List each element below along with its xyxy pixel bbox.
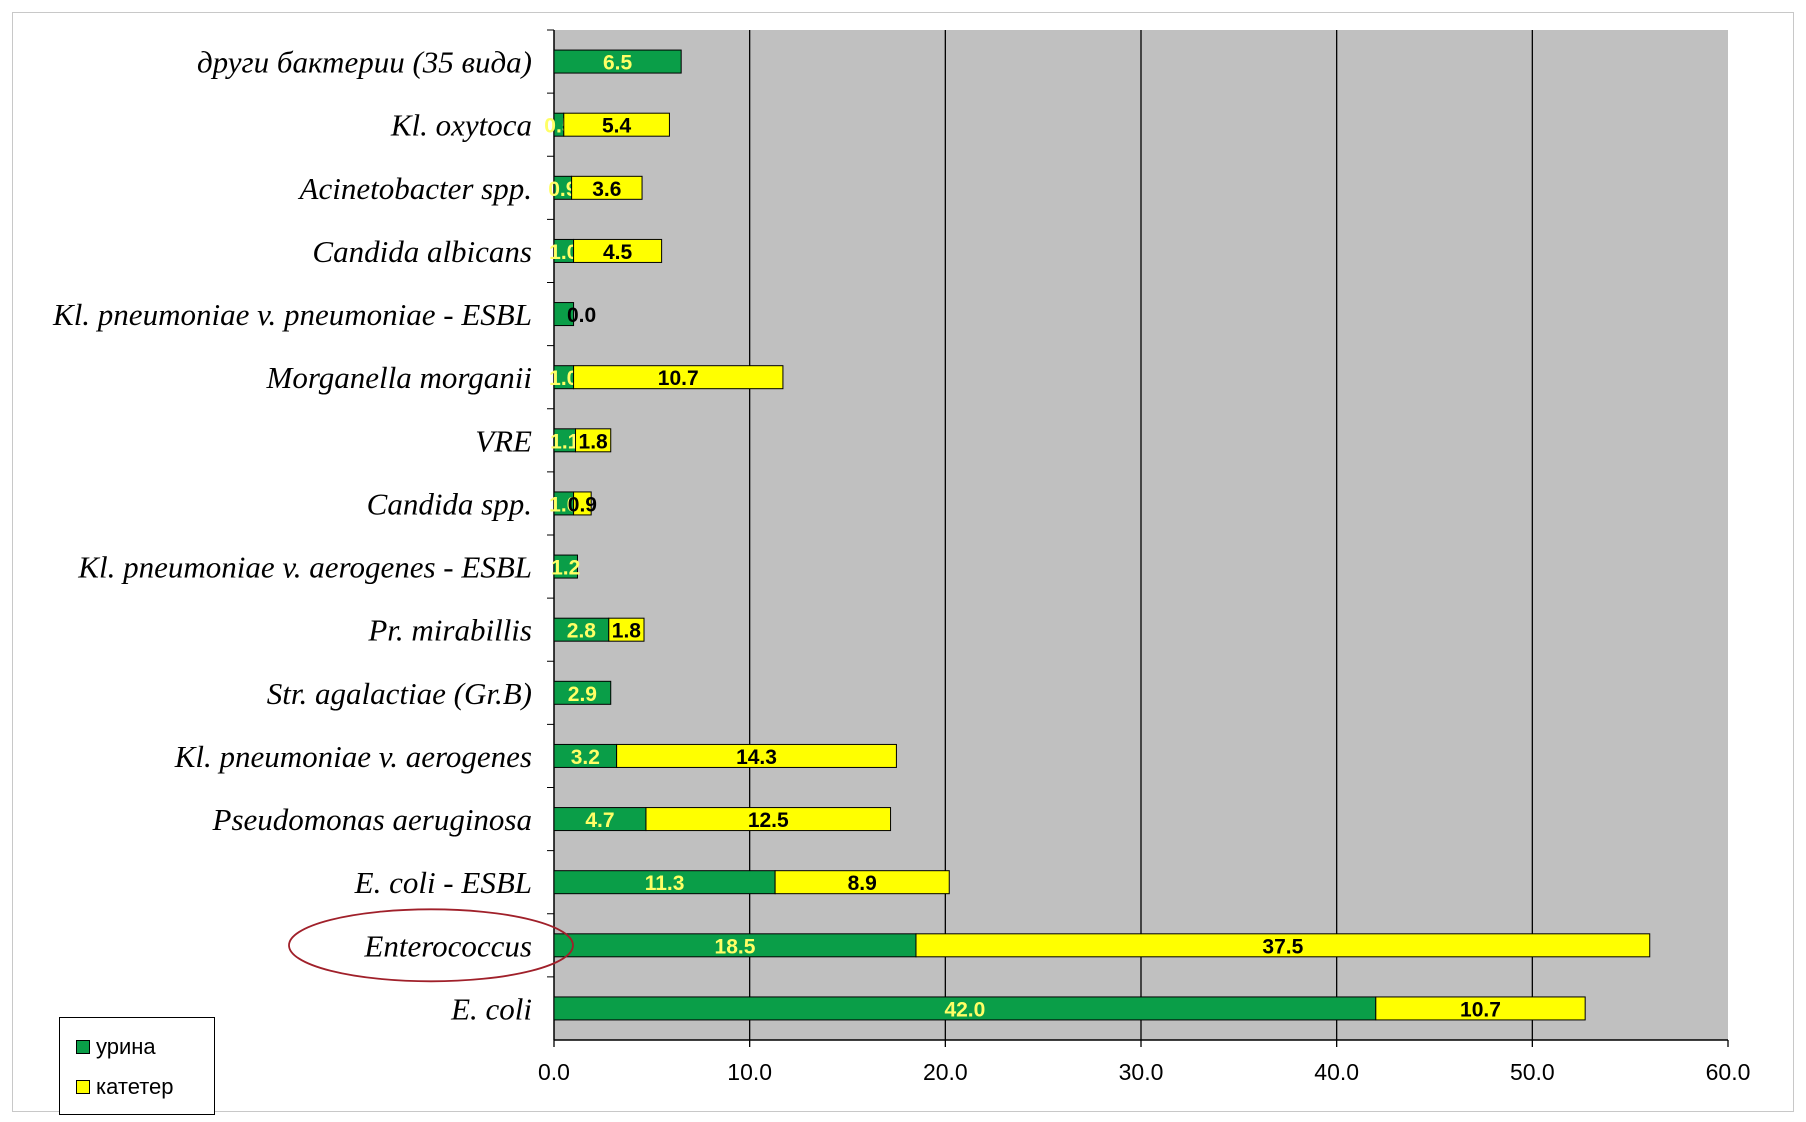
bar-urine xyxy=(553,554,578,579)
data-label-catheter: 1.8 xyxy=(579,430,609,453)
x-tick-label: 40.0 xyxy=(1314,1059,1359,1085)
category-label: Pr. mirabillis xyxy=(367,613,532,648)
data-label-urine: 18.5 xyxy=(715,935,756,958)
bar-catheter xyxy=(1375,996,1586,1021)
chart-frame: 0.0 10.0 20.0 30.0 40.0 50.0 60.0 42.0 10.7 E. co… xyxy=(12,12,1794,1115)
bar-catheter xyxy=(573,365,784,390)
category-label: Candida albicans xyxy=(312,234,532,269)
bar-catheter xyxy=(915,933,1651,958)
bar-catheter xyxy=(608,617,645,642)
data-label-urine: 1.0 xyxy=(549,241,578,264)
category-label: E. coli - ESBL xyxy=(354,865,532,900)
x-tick-label: 60.0 xyxy=(1706,1059,1751,1085)
data-label-catheter: 10.7 xyxy=(658,367,699,390)
bar-urine xyxy=(553,680,612,705)
data-label-catheter: 0.9 xyxy=(568,493,597,516)
category-label: други бактерии (35 вида) xyxy=(197,45,532,80)
x-tick-label: 0.0 xyxy=(538,1059,570,1085)
legend-swatch-urine xyxy=(76,1040,90,1054)
legend-label-urine: урина xyxy=(96,1034,156,1059)
category-label: Kl. pneumoniae v. aerogenes - ESBL xyxy=(77,550,532,585)
bar-urine xyxy=(553,49,682,74)
legend: урина катетер xyxy=(59,1017,215,1115)
legend-item-catheter: катетер xyxy=(76,1074,174,1100)
data-label-urine: 1.2 xyxy=(551,557,580,580)
category-label: Candida spp. xyxy=(367,486,532,521)
category-label: Acinetobacter spp. xyxy=(298,171,532,206)
legend-label-catheter: катетер xyxy=(96,1074,174,1099)
category-label: VRE xyxy=(475,423,532,458)
data-label-urine: 1.0 xyxy=(549,367,578,390)
category-label: E. coli xyxy=(450,991,532,1026)
data-label-catheter: 8.9 xyxy=(848,872,877,895)
data-label-urine: 1.1 xyxy=(550,430,580,453)
data-label-urine: 1.0 xyxy=(549,493,578,516)
highlight-ellipse xyxy=(288,908,574,983)
x-tick-label: 30.0 xyxy=(1119,1059,1164,1085)
data-label-urine: 2.9 xyxy=(568,683,597,706)
bar-catheter xyxy=(645,807,892,832)
bar-catheter xyxy=(563,112,670,137)
data-label-urine: 3.2 xyxy=(571,746,600,769)
bar-urine xyxy=(553,302,575,327)
data-label-urine: 42.0 xyxy=(944,998,985,1021)
data-label-catheter: 12.5 xyxy=(748,809,789,832)
x-tick-label: 10.0 xyxy=(727,1059,772,1085)
data-label-urine: 2.8 xyxy=(567,620,597,643)
x-tick-label: 20.0 xyxy=(923,1059,968,1085)
bar-catheter xyxy=(573,491,592,516)
data-label-catheter: 1.8 xyxy=(612,620,642,643)
category-label: Kl. pneumoniae v. aerogenes xyxy=(174,739,532,774)
data-label-urine: 6.5 xyxy=(603,52,633,75)
data-label-catheter: 3.6 xyxy=(592,178,621,201)
stacked-bar-chart: 0.0 10.0 20.0 30.0 40.0 50.0 60.0 42.0 10.7 E. co… xyxy=(52,29,1751,1085)
data-label-urine: 4.7 xyxy=(585,809,614,832)
legend-swatch-catheter xyxy=(76,1080,90,1094)
x-tick-label: 50.0 xyxy=(1510,1059,1555,1085)
bar-catheter xyxy=(616,743,897,768)
category-label: Kl. oxytoca xyxy=(390,108,532,143)
data-label-catheter: 10.7 xyxy=(1460,998,1501,1021)
bar-catheter xyxy=(774,870,950,895)
data-label-catheter: 5.4 xyxy=(602,115,632,138)
category-label: Enterococcus xyxy=(363,928,532,963)
data-label-urine: 11.3 xyxy=(645,872,685,895)
category-label: Morganella morganii xyxy=(266,360,533,395)
legend-item-urine: урина xyxy=(76,1034,156,1060)
bar-catheter xyxy=(571,175,643,200)
category-label: Kl. pneumoniae v. pneumoniae - ESBL xyxy=(52,297,532,332)
data-label-catheter: 37.5 xyxy=(1262,935,1303,958)
data-label-catheter: 4.5 xyxy=(603,241,633,264)
category-label: Str. agalactiae (Gr.B) xyxy=(267,676,532,711)
data-label-catheter: 0.0 xyxy=(567,304,596,327)
bar-catheter xyxy=(575,428,612,453)
bar-catheter xyxy=(573,238,663,263)
category-label: Pseudomonas aeruginosa xyxy=(212,802,532,837)
data-label-catheter: 14.3 xyxy=(736,746,777,769)
data-label-urine: 0.9 xyxy=(548,178,577,201)
